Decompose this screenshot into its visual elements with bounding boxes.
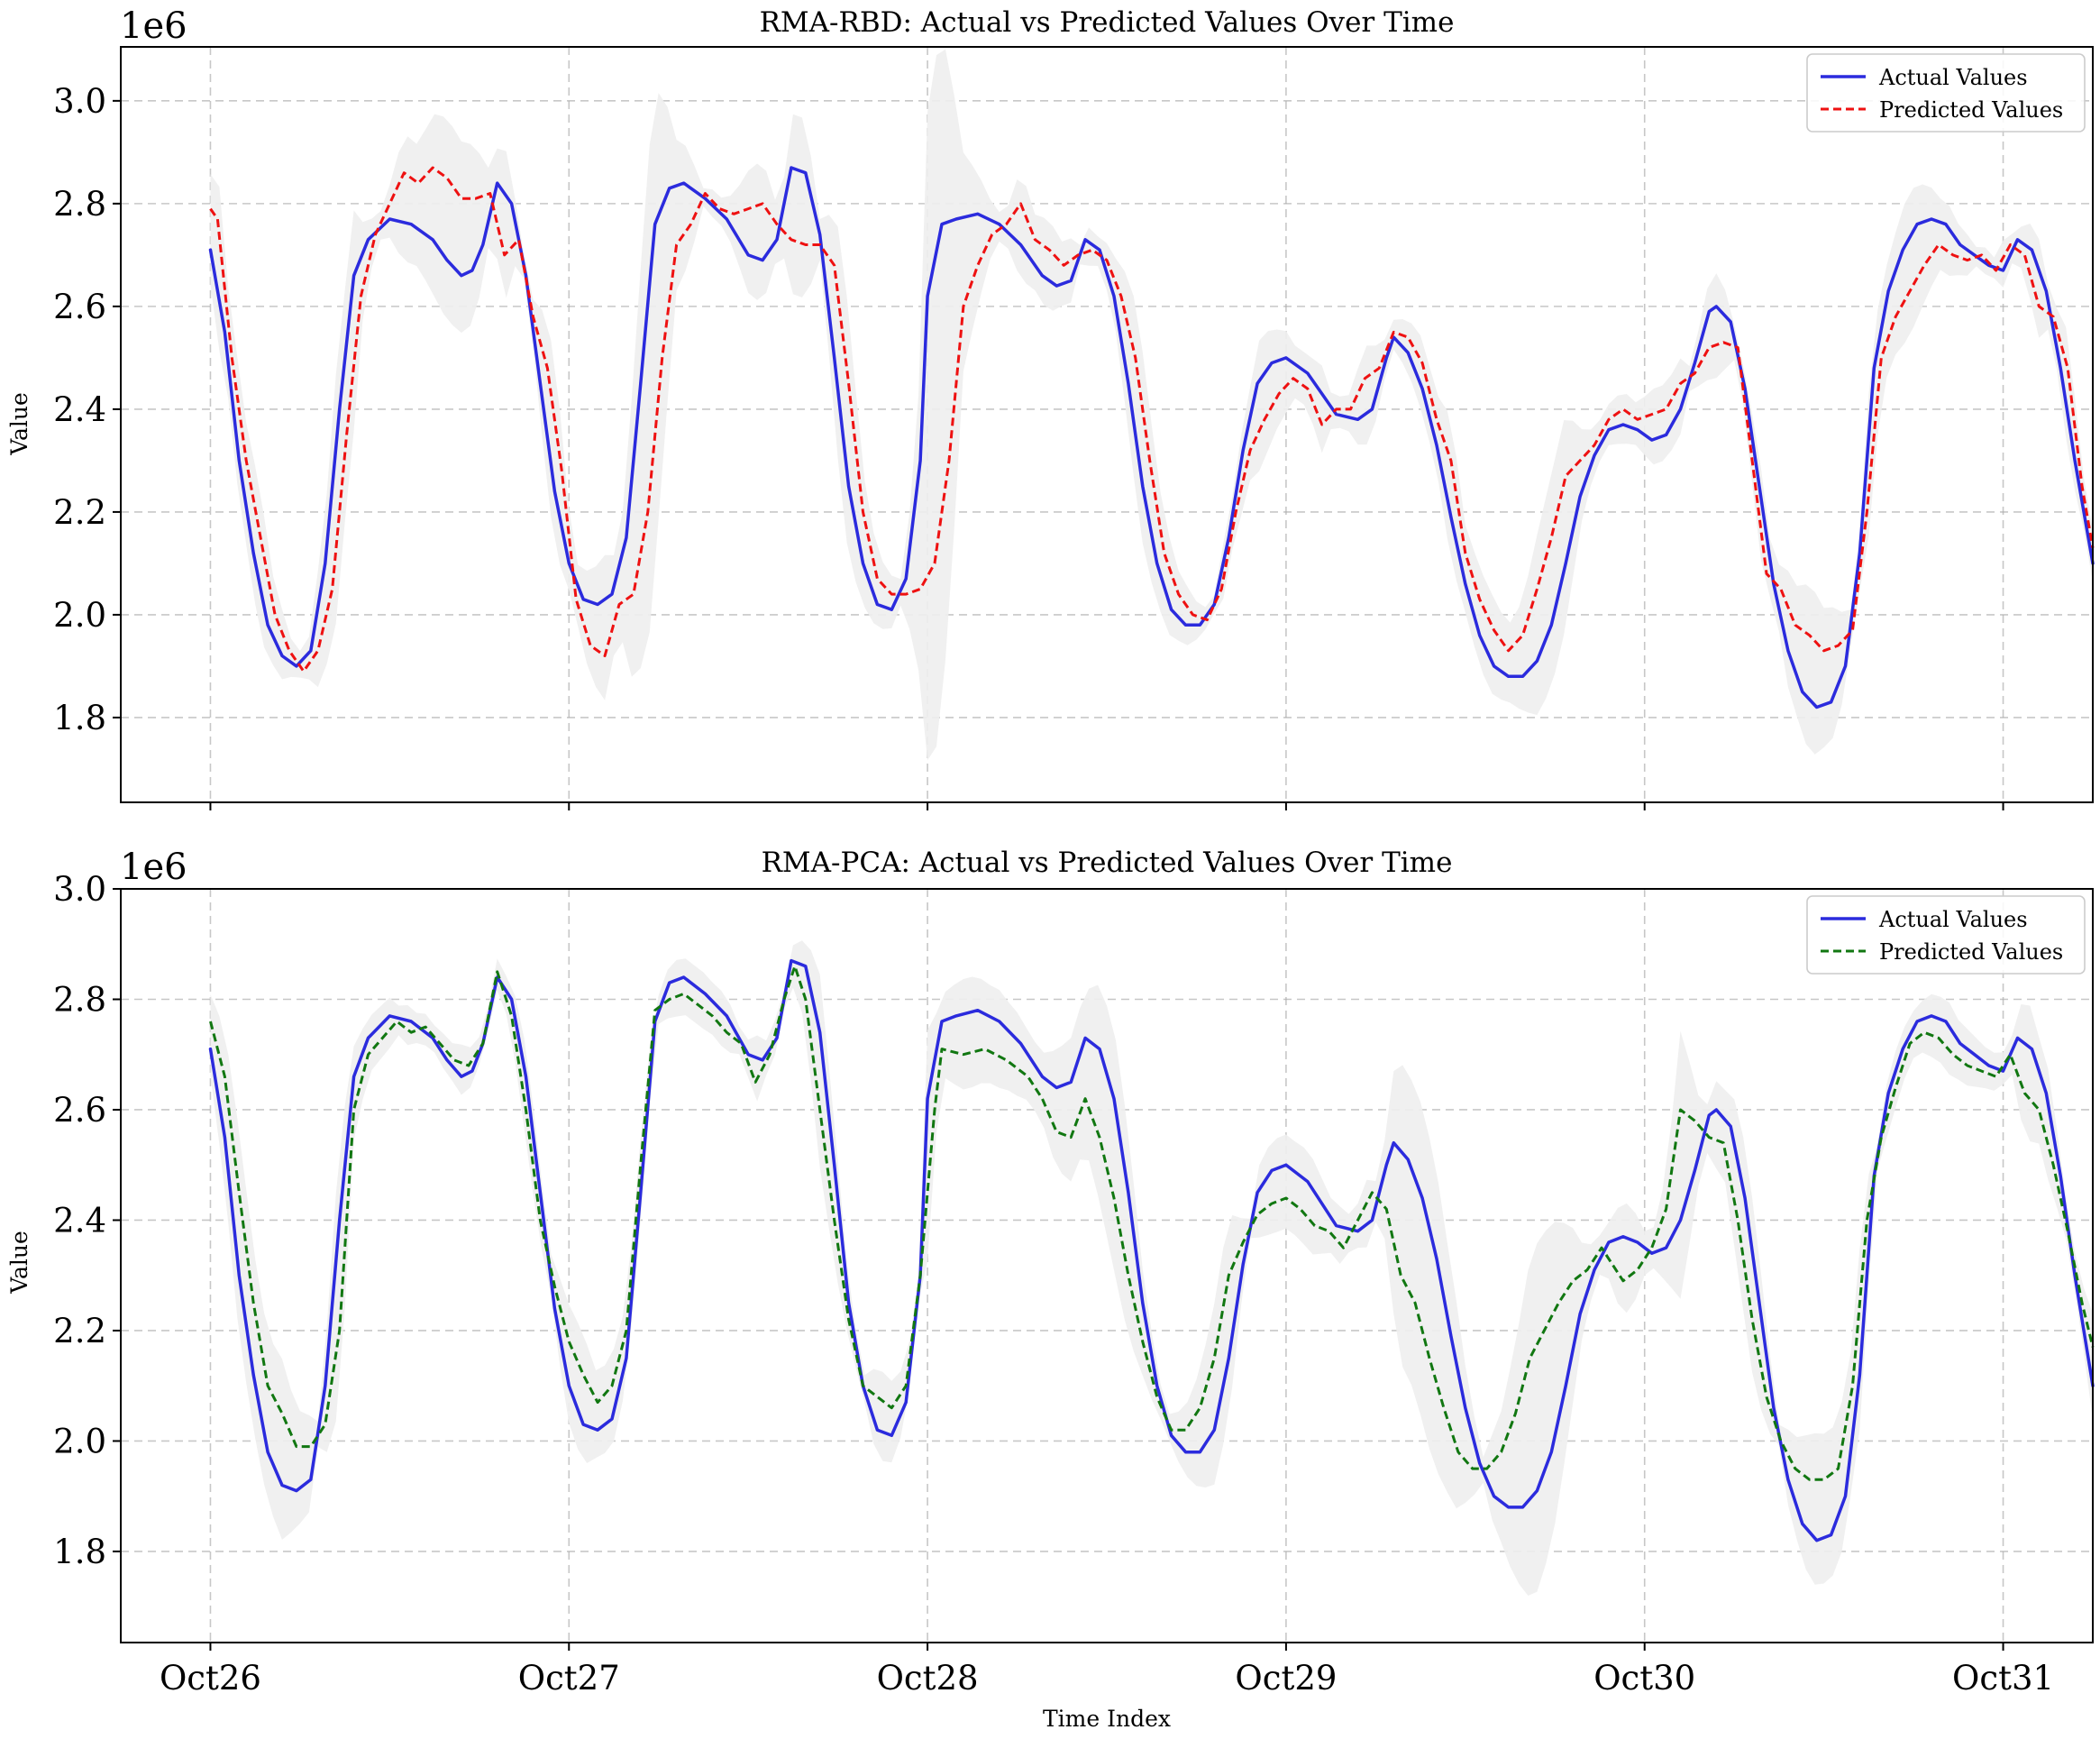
legend-box xyxy=(1806,895,2086,975)
y-tick-label: 3.0 xyxy=(53,82,106,121)
y-tick-label: 2.6 xyxy=(53,1091,106,1130)
series-line-actual xyxy=(208,958,2095,1542)
y-tick-label: 2.6 xyxy=(53,288,106,326)
x-ticks: Oct26 Oct27 Oct28 Oct29 Oct30 Oct31 xyxy=(160,1643,2054,1698)
chart-panel-rbd: RMA-RBD: Actual vs Predicted Values Over… xyxy=(6,5,2095,810)
y-offset-text: 1e6 xyxy=(120,847,187,888)
y-offset-text: 1e6 xyxy=(120,5,187,47)
y-ticks: 1.8 2.0 2.2 2.4 2.6 2.8 3.0 xyxy=(53,82,121,737)
uncertainty-band xyxy=(210,940,2093,1596)
y-tick-label: 2.0 xyxy=(53,596,106,635)
legend-label-actual: Actual Values xyxy=(1878,907,2028,932)
legend: Actual Values Predicted Values xyxy=(1806,53,2086,133)
x-axis-label: Time Index xyxy=(1043,1706,1171,1732)
series-line-predicted xyxy=(209,965,2095,1481)
x-tick-label: Oct26 xyxy=(160,1659,261,1698)
y-tick-label: 3.0 xyxy=(53,870,106,909)
series-lines xyxy=(208,166,2095,709)
legend-box xyxy=(1806,53,2086,133)
y-ticks: 1.8 2.0 2.2 2.4 2.6 2.8 3.0 xyxy=(53,870,121,1571)
y-tick-label: 1.8 xyxy=(53,1533,106,1571)
y-tick-label: 2.4 xyxy=(53,390,106,429)
y-axis-label: Value xyxy=(6,392,32,456)
y-tick-label: 2.8 xyxy=(53,980,106,1019)
uncertainty-band-area xyxy=(210,49,2093,761)
uncertainty-band xyxy=(210,49,2093,761)
x-tick-label: Oct27 xyxy=(518,1659,620,1698)
y-tick-label: 2.8 xyxy=(53,185,106,224)
chart-title: RMA-RBD: Actual vs Predicted Values Over… xyxy=(760,6,1455,39)
y-tick-label: 2.4 xyxy=(53,1201,106,1240)
chart-panel-pca: RMA-PCA: Actual vs Predicted Values Over… xyxy=(6,847,2095,1732)
y-axis-label: Value xyxy=(6,1231,32,1295)
legend-label-predicted: Predicted Values xyxy=(1879,939,2063,965)
y-tick-label: 2.0 xyxy=(53,1422,106,1460)
legend: Actual Values Predicted Values xyxy=(1806,895,2086,975)
legend-label-predicted: Predicted Values xyxy=(1879,97,2063,123)
x-tick-label: Oct30 xyxy=(1593,1659,1695,1698)
x-tick-label: Oct29 xyxy=(1235,1659,1337,1698)
series-lines xyxy=(208,958,2095,1542)
x-ticks xyxy=(209,802,2004,810)
chart-title: RMA-PCA: Actual vs Predicted Values Over… xyxy=(762,847,1453,879)
legend-label-actual: Actual Values xyxy=(1878,65,2028,90)
x-tick-label: Oct28 xyxy=(877,1659,979,1698)
y-tick-label: 2.2 xyxy=(53,1312,106,1350)
y-tick-label: 1.8 xyxy=(53,699,106,737)
y-tick-label: 2.2 xyxy=(53,493,106,532)
series-line-predicted xyxy=(209,166,2095,673)
x-tick-label: Oct31 xyxy=(1952,1659,2054,1698)
plot-frame xyxy=(120,888,2094,1643)
plot-frame xyxy=(120,46,2094,803)
uncertainty-band-area xyxy=(210,940,2093,1596)
